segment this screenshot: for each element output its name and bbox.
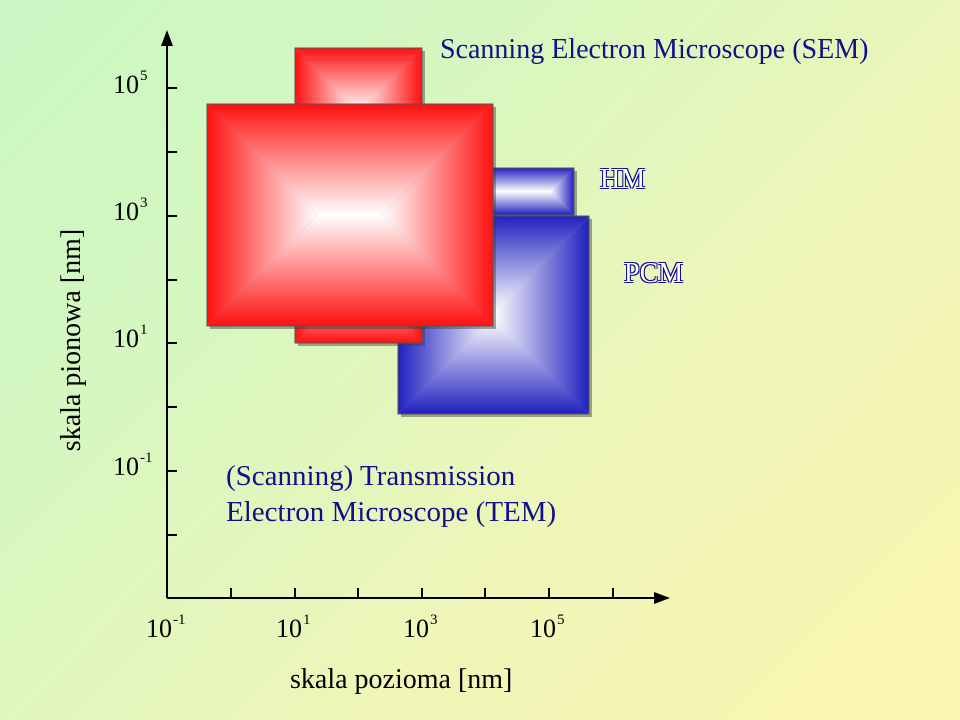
y-tick-label: 105 [113,68,148,99]
pcm-box-face [398,318,589,414]
tem-label: (Scanning) Transmission Electron Microsc… [226,458,556,530]
sem-box-face [382,104,493,326]
sem-label: Scanning Electron Microscope (SEM) [440,34,869,65]
x-tick-label: 105 [530,612,565,643]
y-axis-arrow [161,30,173,46]
sem-region-box [206,103,496,329]
sem-box-face [207,104,318,326]
y-tick-label: 103 [113,195,148,226]
pcm-label: PCM [624,258,684,289]
x-axis-title: skala pozioma [nm] [290,664,513,695]
tem-label-line1: (Scanning) Transmission [226,460,516,492]
x-axis-ticks [230,588,614,598]
x-axis-arrow [654,592,670,604]
y-axis-ticks [167,87,177,536]
hm-label: HM [600,164,646,195]
sem-box-face [207,104,493,215]
x-tick-label: 10-1 [146,612,186,643]
tem-box-face [295,48,422,112]
sem-box-frame [206,103,494,327]
y-tick-label: 10-1 [113,450,153,481]
hm-box-face [550,168,574,215]
y-tick-label: 101 [113,322,148,353]
sem-box-face [207,215,493,326]
tem-label-line2: Electron Microscope (TEM) [226,496,557,528]
x-tick-label: 101 [276,612,311,643]
axes [161,30,670,604]
y-axis-title: skala pionowa [nm] [56,228,87,452]
x-tick-label: 103 [403,612,438,643]
pcm-box-face [493,216,589,414]
